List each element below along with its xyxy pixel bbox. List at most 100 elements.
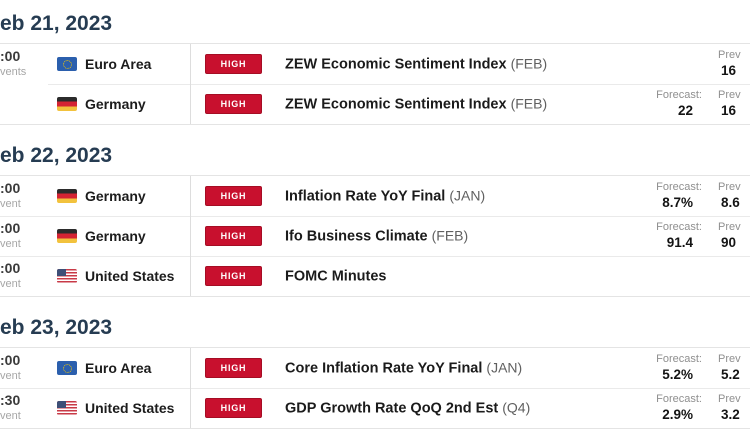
date-header: eb 22, 2023 xyxy=(0,144,113,167)
time-cell: :00 vent xyxy=(0,221,52,251)
day-events-block: :00 vents Euro Area HIGH ZEW Economic Se… xyxy=(0,43,750,125)
forecast-label: Forecast: xyxy=(656,221,702,233)
country-label: United States xyxy=(85,400,175,416)
event-name: Inflation Rate YoY Final xyxy=(285,188,446,205)
eu-flag-icon xyxy=(57,361,77,375)
day-events-block: :00 vent Germany HIGH Inflation Rate YoY… xyxy=(0,175,750,297)
country-label: Germany xyxy=(85,228,146,244)
event-period: (JAN) xyxy=(449,187,486,204)
event-period: (FEB) xyxy=(431,227,469,244)
importance-badge: HIGH xyxy=(205,54,262,74)
previous-label: Prev xyxy=(718,181,741,193)
event-title[interactable]: ZEW Economic Sentiment Index (FEB) xyxy=(285,96,547,113)
forecast-label: Forecast: xyxy=(656,89,702,101)
time-label: :00 xyxy=(0,352,21,368)
event-count-label: vent xyxy=(0,410,21,422)
time-cell: :00 vent xyxy=(0,181,52,211)
event-period: (FEB) xyxy=(510,55,548,72)
event-count-label: vent xyxy=(0,198,21,210)
event-title[interactable]: Core Inflation Rate YoY Final (JAN) xyxy=(285,360,522,377)
previous-value: 5.2 xyxy=(721,367,740,382)
event-row[interactable]: :30 vent United States HIGH GDP Growth R… xyxy=(0,388,750,428)
eu-flag-icon xyxy=(57,57,77,71)
previous-cell: Prev 16 xyxy=(715,89,750,119)
previous-value: 3.2 xyxy=(721,407,740,422)
time-label: :30 xyxy=(0,392,21,408)
forecast-value: 22 xyxy=(677,103,693,118)
event-period: (JAN) xyxy=(486,359,523,376)
event-name: ZEW Economic Sentiment Index xyxy=(285,96,507,113)
event-title[interactable]: Ifo Business Climate (FEB) xyxy=(285,228,468,245)
previous-label: Prev xyxy=(718,89,741,101)
country-label: Germany xyxy=(85,96,146,112)
importance-badge: HIGH xyxy=(205,266,262,286)
us-flag-icon xyxy=(57,269,77,283)
previous-cell: Prev 90 xyxy=(715,221,750,251)
importance-badge: HIGH xyxy=(205,186,262,206)
time-label: :00 xyxy=(0,220,21,236)
previous-value: 16 xyxy=(721,63,737,78)
country-label: Euro Area xyxy=(85,56,152,72)
event-title[interactable]: ZEW Economic Sentiment Index (FEB) xyxy=(285,56,547,73)
forecast-cell: Forecast: 2.9% xyxy=(612,393,702,423)
country-label: Germany xyxy=(85,188,146,204)
event-name: Ifo Business Climate xyxy=(285,228,428,245)
event-count-label: vent xyxy=(0,238,21,250)
date-header: eb 23, 2023 xyxy=(0,316,113,339)
event-name: GDP Growth Rate QoQ 2nd Est xyxy=(285,400,499,417)
event-count-label: vent xyxy=(0,370,21,382)
previous-label: Prev xyxy=(718,49,741,61)
event-name: ZEW Economic Sentiment Index xyxy=(285,56,507,73)
event-row[interactable]: :00 vent Germany HIGH Inflation Rate YoY… xyxy=(0,176,750,216)
previous-value: 90 xyxy=(721,235,737,250)
event-name: Core Inflation Rate YoY Final xyxy=(285,360,483,377)
previous-label: Prev xyxy=(718,221,741,233)
event-row[interactable]: :00 vent Euro Area HIGH Core Inflation R… xyxy=(0,348,750,388)
event-count-label: vent xyxy=(0,278,21,290)
day-section: eb 21, 2023 :00 vents Euro Area HIGH ZEW… xyxy=(0,12,750,125)
event-name: FOMC Minutes xyxy=(285,268,387,285)
previous-value: 16 xyxy=(721,103,737,118)
day-section: eb 22, 2023 :00 vent Germany HIGH Inflat… xyxy=(0,144,750,297)
importance-badge: HIGH xyxy=(205,358,262,378)
event-row[interactable]: Germany HIGH ZEW Economic Sentiment Inde… xyxy=(0,84,750,124)
country-label: Euro Area xyxy=(85,360,152,376)
previous-label: Prev xyxy=(718,393,741,405)
previous-cell: Prev 5.2 xyxy=(715,353,750,383)
time-label: :00 xyxy=(0,260,21,276)
date-header: eb 21, 2023 xyxy=(0,12,113,35)
forecast-value: 5.2% xyxy=(662,367,693,382)
time-label: :00 xyxy=(0,48,21,64)
germany-flag-icon xyxy=(57,229,77,243)
day-section: eb 23, 2023 :00 vent Euro Area HIGH Core… xyxy=(0,316,750,429)
event-title[interactable]: Inflation Rate YoY Final (JAN) xyxy=(285,188,485,205)
forecast-cell: Forecast: 5.2% xyxy=(612,353,702,383)
time-cell: :00 vent xyxy=(0,261,52,291)
forecast-cell: Forecast: 91.4 xyxy=(612,221,702,251)
forecast-label: Forecast: xyxy=(656,393,702,405)
importance-badge: HIGH xyxy=(205,398,262,418)
time-cell: :00 vent xyxy=(0,353,52,383)
forecast-cell: Forecast: 8.7% xyxy=(612,181,702,211)
country-label: United States xyxy=(85,268,175,284)
event-row[interactable]: :00 vent United States HIGH FOMC Minutes xyxy=(0,256,750,296)
event-row[interactable]: :00 vent Germany HIGH Ifo Business Clima… xyxy=(0,216,750,256)
forecast-label: Forecast: xyxy=(656,181,702,193)
forecast-value: 8.7% xyxy=(662,195,693,210)
previous-value: 8.6 xyxy=(721,195,740,210)
event-period: (FEB) xyxy=(510,95,548,112)
germany-flag-icon xyxy=(57,189,77,203)
forecast-value: 2.9% xyxy=(662,407,693,422)
previous-label: Prev xyxy=(718,353,741,365)
previous-cell: Prev 16 xyxy=(715,49,750,79)
importance-badge: HIGH xyxy=(205,94,262,114)
event-row[interactable]: :00 vents Euro Area HIGH ZEW Economic Se… xyxy=(0,44,750,84)
time-cell: :00 vents xyxy=(0,49,52,79)
us-flag-icon xyxy=(57,401,77,415)
event-title[interactable]: GDP Growth Rate QoQ 2nd Est (Q4) xyxy=(285,400,530,417)
event-title[interactable]: FOMC Minutes xyxy=(285,268,391,285)
germany-flag-icon xyxy=(57,97,77,111)
importance-badge: HIGH xyxy=(205,226,262,246)
forecast-value: 91.4 xyxy=(666,235,693,250)
previous-cell: Prev 3.2 xyxy=(715,393,750,423)
